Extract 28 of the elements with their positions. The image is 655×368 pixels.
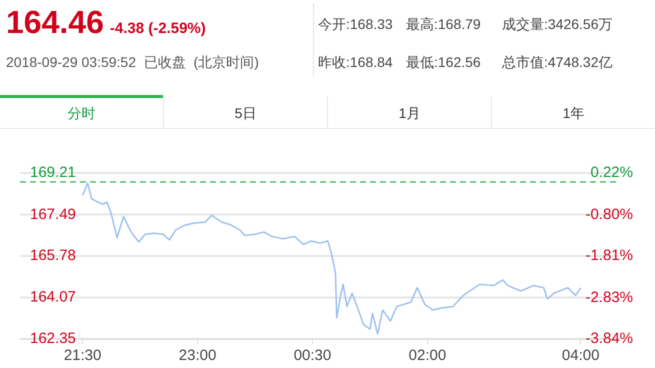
y2-tick-label: 0.22%: [590, 164, 633, 182]
y-tick-label: 164.07: [30, 288, 76, 306]
x-tick-label: 02:00: [408, 347, 446, 364]
text: 昨收:168.84: [318, 54, 394, 72]
text: 成交量:3426.56万: [502, 16, 612, 34]
x-tick-label: 23:00: [178, 347, 216, 364]
y2-tick-label: -0.80%: [585, 206, 633, 223]
text: 2018-09-29 03:59:52 已收盘 (北京时间): [6, 54, 259, 70]
x-tick-label: 04:00: [562, 347, 600, 364]
y2-tick-label: -3.84%: [585, 330, 633, 348]
x-tick-label: 00:30: [294, 347, 332, 364]
y-tick-label: 165.78: [30, 247, 76, 264]
text: 1年: [562, 105, 584, 121]
chart-title: 164.46: [6, 4, 104, 41]
text: 总市值:4748.32亿: [502, 54, 612, 72]
chart-subtitle: -4.38 (-2.59%): [110, 20, 206, 37]
y-tick-label: 162.35: [30, 330, 76, 348]
y2-tick-label: -1.81%: [585, 247, 633, 264]
y2-tick-label: -2.83%: [585, 288, 633, 306]
y-tick-label: 169.21: [30, 164, 76, 182]
text: 1月: [398, 105, 420, 121]
text: 今开:168.33: [318, 16, 394, 34]
text: 5日: [234, 105, 256, 121]
x-tick-label: 21:30: [64, 347, 102, 364]
y-tick-label: 167.49: [30, 206, 76, 223]
text: 分时: [68, 105, 96, 121]
text: 最高:168.79: [406, 16, 482, 34]
text: 最低:162.56: [406, 54, 482, 72]
